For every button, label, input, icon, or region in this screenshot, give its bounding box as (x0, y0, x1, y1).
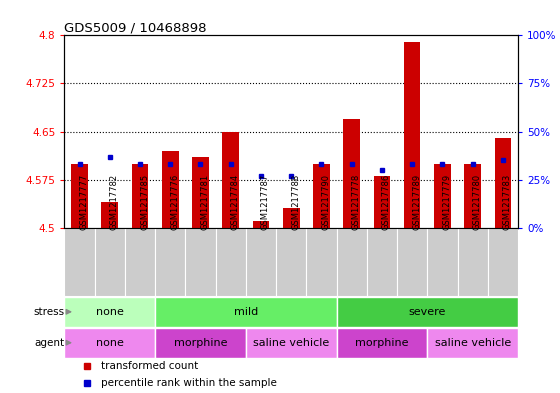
Text: GSM1217787: GSM1217787 (261, 173, 270, 230)
Text: severe: severe (409, 307, 446, 317)
FancyBboxPatch shape (185, 228, 216, 296)
FancyBboxPatch shape (276, 228, 306, 296)
Text: GSM1217776: GSM1217776 (170, 173, 179, 230)
FancyBboxPatch shape (64, 228, 95, 296)
Bar (162, 151, 179, 228)
Text: GSM1217786: GSM1217786 (382, 173, 391, 230)
FancyBboxPatch shape (397, 228, 427, 296)
FancyBboxPatch shape (427, 328, 518, 358)
Text: agent: agent (35, 338, 65, 348)
Text: morphine: morphine (174, 338, 227, 348)
Bar (494, 138, 511, 228)
Text: GSM1217782: GSM1217782 (110, 174, 119, 230)
FancyBboxPatch shape (64, 328, 155, 358)
Bar (434, 163, 451, 228)
Bar (132, 163, 148, 228)
FancyBboxPatch shape (155, 228, 185, 296)
FancyBboxPatch shape (64, 297, 155, 327)
FancyBboxPatch shape (155, 297, 337, 327)
FancyBboxPatch shape (367, 228, 397, 296)
Text: saline vehicle: saline vehicle (253, 338, 329, 348)
FancyBboxPatch shape (458, 228, 488, 296)
Text: GSM1217783: GSM1217783 (503, 173, 512, 230)
FancyBboxPatch shape (95, 228, 125, 296)
Bar (313, 163, 330, 228)
Bar (222, 132, 239, 228)
Text: GDS5009 / 10468898: GDS5009 / 10468898 (64, 21, 207, 34)
Bar (101, 202, 118, 228)
FancyBboxPatch shape (488, 228, 518, 296)
Text: GSM1217779: GSM1217779 (442, 174, 451, 230)
Bar (192, 157, 209, 228)
Text: GSM1217789: GSM1217789 (412, 174, 421, 230)
Text: GSM1217788: GSM1217788 (291, 173, 300, 230)
FancyBboxPatch shape (337, 228, 367, 296)
Text: stress: stress (34, 307, 65, 317)
Text: mild: mild (234, 307, 258, 317)
FancyBboxPatch shape (125, 228, 155, 296)
Text: morphine: morphine (355, 338, 409, 348)
Text: none: none (96, 307, 124, 317)
Text: GSM1217790: GSM1217790 (321, 174, 330, 230)
FancyBboxPatch shape (246, 328, 337, 358)
Text: GSM1217781: GSM1217781 (200, 174, 209, 230)
FancyBboxPatch shape (216, 228, 246, 296)
FancyBboxPatch shape (337, 297, 518, 327)
Text: GSM1217780: GSM1217780 (473, 174, 482, 230)
FancyBboxPatch shape (155, 328, 246, 358)
Bar (253, 221, 269, 228)
Bar (404, 42, 421, 228)
Bar (374, 176, 390, 228)
Text: GSM1217785: GSM1217785 (140, 174, 149, 230)
Bar (283, 208, 300, 228)
Text: none: none (96, 338, 124, 348)
Text: percentile rank within the sample: percentile rank within the sample (101, 378, 277, 388)
FancyBboxPatch shape (306, 228, 337, 296)
Bar (343, 119, 360, 228)
Text: GSM1217784: GSM1217784 (231, 174, 240, 230)
Text: GSM1217778: GSM1217778 (352, 173, 361, 230)
Text: GSM1217777: GSM1217777 (80, 173, 88, 230)
FancyBboxPatch shape (337, 328, 427, 358)
Text: saline vehicle: saline vehicle (435, 338, 511, 348)
Bar (464, 163, 481, 228)
FancyBboxPatch shape (427, 228, 458, 296)
Bar (71, 163, 88, 228)
Text: transformed count: transformed count (101, 361, 198, 371)
FancyBboxPatch shape (246, 228, 276, 296)
